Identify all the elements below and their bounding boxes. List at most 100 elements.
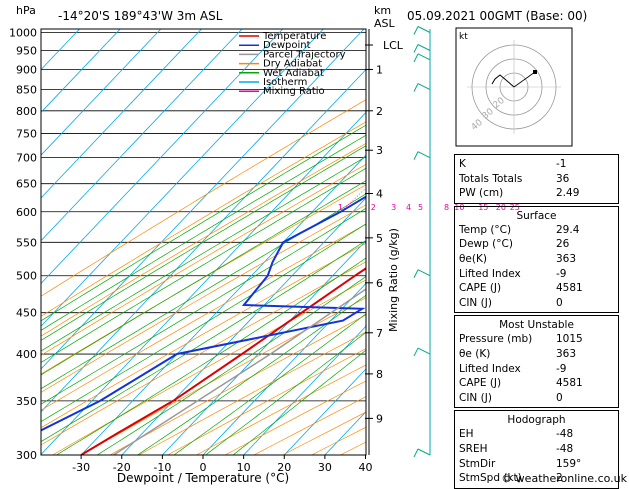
table-row: CIN (J)0 [459, 296, 614, 311]
hodograph-storm-marker [533, 70, 537, 74]
table-row-value: 1015 [556, 332, 614, 347]
most-unstable-title: Most Unstable [459, 318, 614, 332]
wind-barb-flag [414, 152, 418, 160]
table-row: PW (cm)2.49 [459, 186, 614, 201]
wind-barb [414, 26, 430, 34]
mixing-ratio-label: 8 [444, 203, 449, 212]
table-row-label: EH [459, 427, 556, 442]
pressure-tick-label: 650 [16, 178, 37, 191]
table-row-label: CIN (J) [459, 391, 556, 406]
asl-label: ASL [374, 17, 396, 30]
wind-barb-shaft [418, 348, 430, 354]
table-row: SREH-48 [459, 442, 614, 457]
table-row-value: -1 [556, 157, 614, 172]
table-row-value: 29.4 [556, 223, 614, 238]
table-row: StmSpd (kt)2 [459, 471, 614, 486]
x-tick-label: -30 [72, 461, 90, 474]
table-row-value: 363 [556, 252, 614, 267]
wind-barb-flag [414, 84, 418, 92]
table-row-label: StmDir [459, 457, 556, 472]
table-row-value: 0 [556, 296, 614, 311]
pressure-tick-label: 350 [16, 395, 37, 408]
pressure-tick-label: 450 [16, 307, 37, 320]
wind-barb-flag [414, 270, 418, 278]
wind-barb [414, 54, 430, 62]
table-row-value: -9 [556, 362, 614, 377]
table-row: θe (K)363 [459, 347, 614, 362]
altitude-tick-label: 5 [376, 232, 383, 245]
table-row-label: Pressure (mb) [459, 332, 556, 347]
table-row-label: CIN (J) [459, 296, 556, 311]
table-row: Pressure (mb)1015 [459, 332, 614, 347]
mixing-ratio-label: 3 [391, 203, 396, 212]
altitude-tick-label: 4 [376, 188, 383, 201]
table-row-label: CAPE (J) [459, 281, 556, 296]
x-tick-label: 40 [359, 461, 373, 474]
table-row-label: CAPE (J) [459, 376, 556, 391]
table-row-value: 0 [556, 391, 614, 406]
table-row-label: Temp (°C) [459, 223, 556, 238]
table-row-value: 26 [556, 237, 614, 252]
pressure-tick-label: 950 [16, 44, 37, 57]
altitude-tick-label: 1 [376, 63, 383, 76]
table-row-value: 159° [556, 457, 614, 472]
wind-barb-shaft [418, 44, 430, 50]
table-row-label: Dewp (°C) [459, 237, 556, 252]
wind-barb-shaft [418, 449, 430, 455]
wind-barb [414, 152, 430, 160]
wind-barb-flag [414, 26, 418, 34]
wind-barb-flag [414, 449, 418, 457]
table-row: K-1 [459, 157, 614, 172]
table-row-value: 36 [556, 172, 614, 187]
table-row-label: Lifted Index [459, 362, 556, 377]
wind-barb [414, 84, 430, 92]
km-label: km [374, 4, 391, 17]
pressure-tick-label: 500 [16, 270, 37, 283]
wind-barb-shaft [418, 54, 430, 60]
pressure-axis: 3003504004505005506006507007508008509009… [9, 26, 37, 462]
wind-barb [414, 449, 430, 457]
datetime-title: 05.09.2021 00GMT (Base: 00) [407, 9, 587, 23]
hpa-label: hPa [16, 4, 36, 17]
wind-barb-shaft [418, 84, 430, 90]
table-row: Lifted Index-9 [459, 267, 614, 282]
table-row-label: StmSpd (kt) [459, 471, 556, 486]
table-row-value: -48 [556, 427, 614, 442]
pressure-tick-label: 550 [16, 236, 37, 249]
table-row: θe(K)363 [459, 252, 614, 267]
table-row-label: θe(K) [459, 252, 556, 267]
altitude-tick-label: 8 [376, 368, 383, 381]
table-row-value: 2.49 [556, 186, 614, 201]
table-row-value: -48 [556, 442, 614, 457]
table-row: CAPE (J)4581 [459, 281, 614, 296]
wind-barb-flag [414, 44, 418, 52]
table-row-label: SREH [459, 442, 556, 457]
altitude-tick-label: 9 [376, 412, 383, 425]
altitude-tick-label: 2 [376, 105, 383, 118]
mixing-ratio-label: 4 [406, 203, 411, 212]
table-row: CAPE (J)4581 [459, 376, 614, 391]
table-row: Lifted Index-9 [459, 362, 614, 377]
hodograph-table-title: Hodograph [459, 413, 614, 427]
table-row: CIN (J)0 [459, 391, 614, 406]
pressure-tick-label: 400 [16, 348, 37, 361]
wind-barb-shaft [418, 270, 430, 276]
wind-barb-flag [414, 348, 418, 356]
hodograph-unit-label: kt [459, 32, 468, 42]
location-title: -14°20'S 189°43'W 3m ASL [58, 9, 223, 23]
hodograph-panel: kt 40 30 20 [456, 28, 572, 146]
table-row-label: PW (cm) [459, 186, 556, 201]
table-row-label: θe (K) [459, 347, 556, 362]
pressure-tick-label: 850 [16, 84, 37, 97]
table-row-value: 2 [556, 471, 614, 486]
x-axis-label: Dewpoint / Temperature (°C) [117, 471, 289, 485]
wind-barb [414, 270, 430, 278]
table-row: EH-48 [459, 427, 614, 442]
